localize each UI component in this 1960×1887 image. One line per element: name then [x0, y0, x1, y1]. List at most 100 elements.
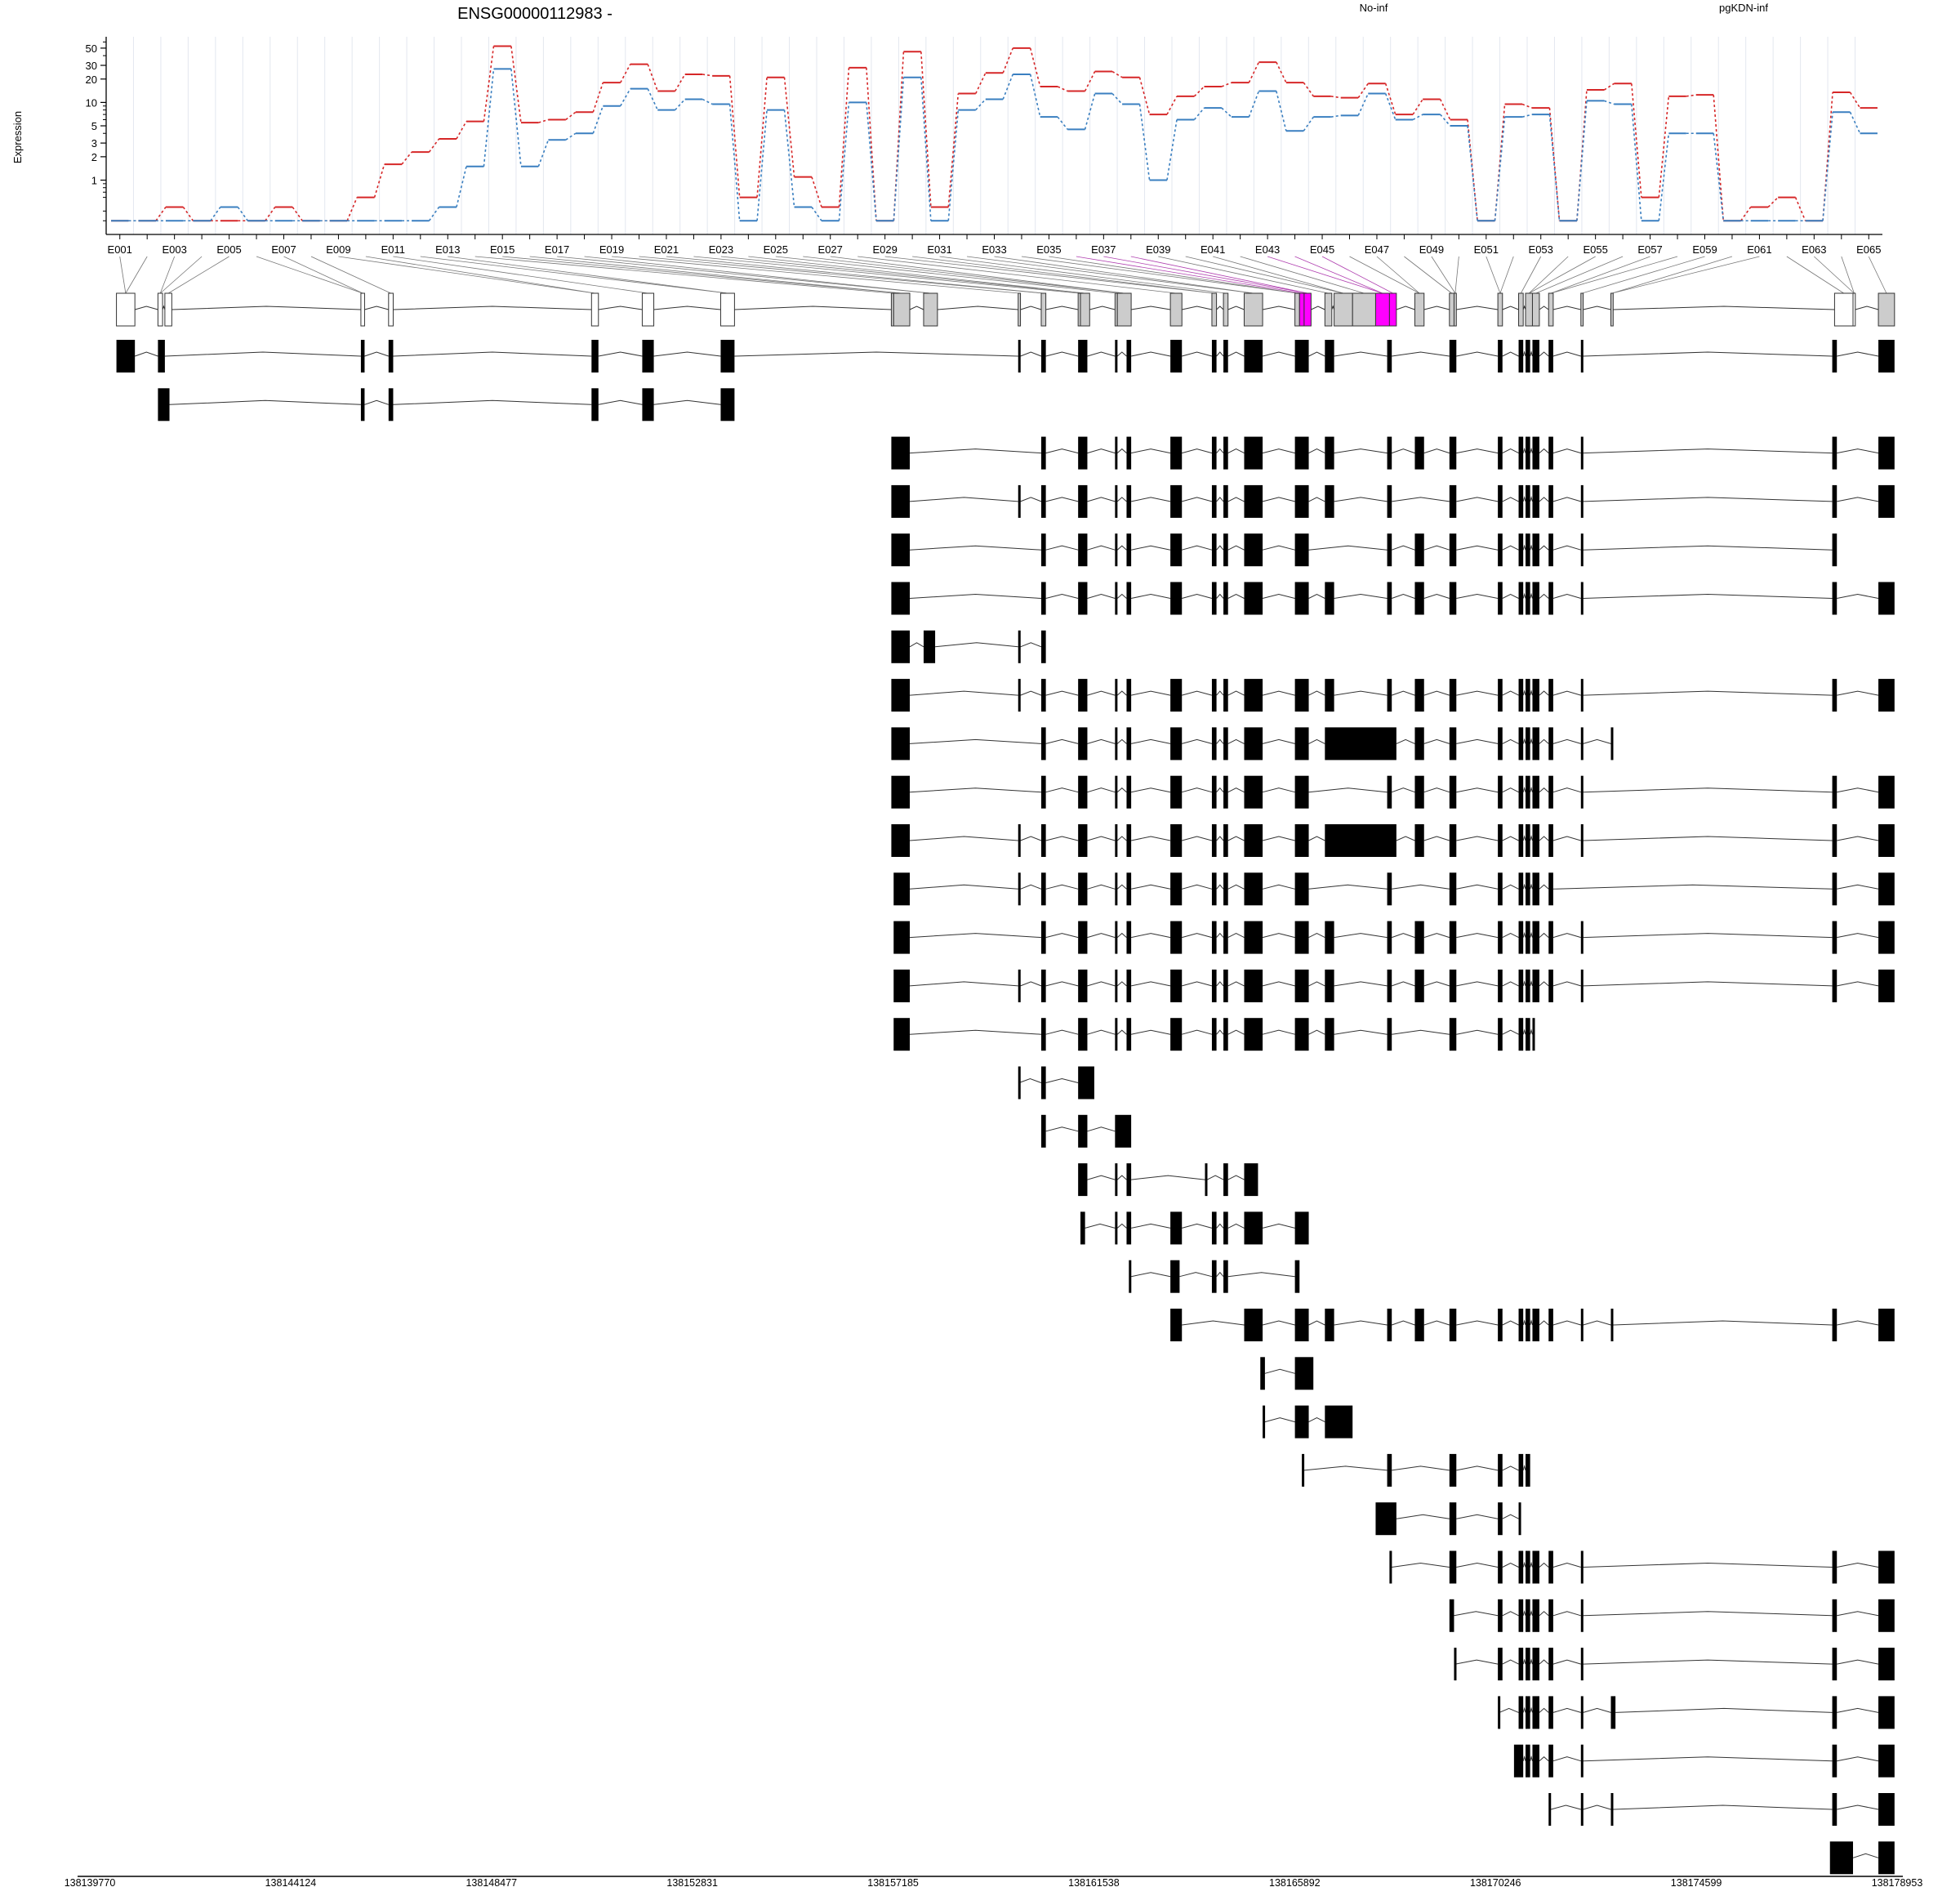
transcript-exon	[1115, 679, 1118, 712]
transcript-intron	[1045, 884, 1079, 890]
exon-connector	[1486, 256, 1501, 294]
transcript-exon	[1449, 872, 1457, 906]
transcript-exon	[1078, 824, 1088, 857]
transcript-intron	[1087, 593, 1116, 599]
series-connector	[592, 82, 604, 113]
model-exon	[1294, 292, 1300, 327]
transcript-exon	[1211, 1211, 1217, 1245]
transcript-exon	[1387, 436, 1392, 470]
exon-connector	[1786, 256, 1844, 294]
transcript-exon	[1126, 1211, 1132, 1245]
transcript-exon	[1532, 582, 1539, 615]
transcript-exon	[1449, 969, 1457, 1002]
transcript-intron	[1583, 690, 1833, 696]
transcript-exon	[1526, 1550, 1530, 1584]
transcript-exon	[1375, 1502, 1396, 1536]
transcript-intron	[1502, 787, 1519, 793]
transcript-intron	[1583, 1611, 1833, 1617]
transcript-intron	[1456, 351, 1499, 357]
transcript-intron	[1539, 593, 1549, 599]
series-connector	[975, 98, 987, 111]
transcript-exon	[1832, 824, 1838, 857]
x-tick-label: E041	[1200, 243, 1225, 256]
transcript-exon	[1260, 1357, 1265, 1390]
transcript-intron	[1207, 1175, 1224, 1180]
series-connector	[838, 67, 850, 207]
series-connector	[1439, 99, 1451, 120]
transcript-exon	[1498, 824, 1503, 857]
model-intron	[1396, 306, 1415, 310]
transcript-intron	[1045, 593, 1079, 599]
y-tick-label: 30	[86, 60, 97, 72]
transcript-exon	[1548, 1744, 1553, 1778]
y-axis-label: Expression	[11, 111, 24, 163]
series-connector	[1138, 104, 1151, 181]
transcript-intron	[1530, 1755, 1533, 1761]
transcript-intron	[1182, 1320, 1245, 1326]
transcript-exon	[1414, 533, 1424, 567]
transcript-exon	[1078, 921, 1088, 954]
transcript-intron	[1227, 1272, 1295, 1278]
transcript-exon	[1387, 1309, 1392, 1341]
transcript-intron	[653, 351, 721, 357]
series-no-inf	[111, 45, 1878, 222]
x-tick-label: E033	[982, 243, 1006, 256]
transcript-intron	[1522, 1319, 1526, 1326]
transcript-exon	[1610, 727, 1614, 761]
transcript-exon	[1526, 582, 1530, 615]
model-exon	[360, 292, 365, 327]
x-tick-label: E025	[764, 243, 788, 256]
transcript-intron	[1227, 351, 1245, 357]
transcript-exon	[1389, 1550, 1392, 1584]
transcript-intron	[1045, 933, 1079, 939]
transcript-exon	[1518, 436, 1524, 470]
transcript-exon	[891, 630, 911, 663]
series-connector	[1029, 47, 1041, 87]
transcript-intron	[1182, 448, 1213, 454]
transcript-intron	[1216, 932, 1224, 938]
transcript-intron	[1552, 351, 1581, 357]
transcript-exon	[1580, 775, 1584, 809]
series-connector	[456, 166, 467, 207]
transcript-intron	[1262, 690, 1295, 696]
transcript-exon	[1223, 921, 1228, 954]
model-intron	[1502, 306, 1519, 310]
transcript-intron	[1837, 1562, 1879, 1568]
transcript-intron	[1423, 448, 1450, 454]
exon-connector	[1529, 256, 1596, 294]
transcript-exon	[1548, 727, 1553, 761]
transcript-exon	[1580, 436, 1584, 470]
transcript-exon	[923, 630, 936, 663]
series-connector	[373, 163, 385, 198]
transcript-exon	[1832, 1648, 1838, 1681]
model-intron	[1045, 306, 1079, 310]
model-intron	[1855, 306, 1879, 310]
transcript-intron	[1131, 1029, 1171, 1035]
transcript-intron	[1020, 642, 1042, 648]
transcript-intron	[1530, 1609, 1533, 1616]
transcript-intron	[1522, 350, 1526, 357]
series-connector	[1548, 108, 1561, 221]
transcript-intron	[1116, 884, 1127, 890]
series-connector	[1822, 112, 1833, 221]
transcript-intron	[1423, 738, 1450, 744]
transcript-exon	[1223, 824, 1228, 857]
transcript-exon	[1294, 533, 1309, 567]
transcript-intron	[1182, 351, 1213, 357]
transcript-intron	[164, 351, 361, 357]
transcript-exon	[1878, 484, 1895, 518]
x-tick-label: E027	[818, 243, 843, 256]
x-tick-label: E001	[108, 243, 132, 256]
transcript-exon	[1223, 484, 1228, 518]
transcript-exon	[1449, 824, 1457, 857]
transcript-intron	[1020, 497, 1042, 502]
transcript-exon	[1878, 824, 1895, 857]
exon-connector	[448, 256, 728, 294]
transcript-intron	[1227, 593, 1245, 599]
transcript-intron	[1216, 690, 1224, 696]
transcript-exon	[1526, 679, 1530, 712]
transcript-exon	[1294, 1260, 1300, 1293]
transcript-intron	[1182, 933, 1213, 939]
model-exon	[1080, 292, 1090, 327]
transcript-32	[1829, 1841, 1895, 1875]
